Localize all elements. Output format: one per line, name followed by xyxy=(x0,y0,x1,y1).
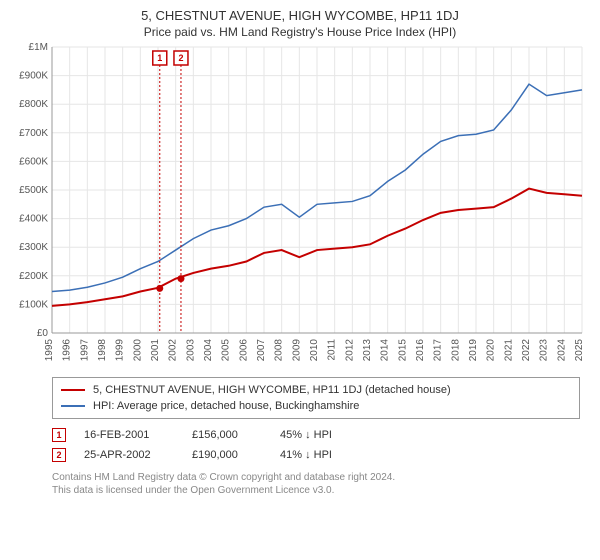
x-tick-label: 2021 xyxy=(503,339,514,362)
legend-label: 5, CHESTNUT AVENUE, HIGH WYCOMBE, HP11 1… xyxy=(93,382,451,398)
x-tick-label: 2012 xyxy=(344,339,355,362)
x-tick-label: 2013 xyxy=(362,339,373,362)
y-tick-label: £900K xyxy=(19,71,48,82)
y-tick-label: £1M xyxy=(29,43,48,53)
x-tick-label: 2002 xyxy=(168,339,179,362)
marker-dot-1 xyxy=(156,285,163,292)
x-tick-label: 2000 xyxy=(132,339,143,362)
legend-row-0: 5, CHESTNUT AVENUE, HIGH WYCOMBE, HP11 1… xyxy=(61,382,571,398)
marker-dot-2 xyxy=(177,275,184,282)
x-tick-label: 2005 xyxy=(221,339,232,362)
x-tick-label: 2008 xyxy=(274,339,285,362)
chart-svg: 1 2 £0 £100K £200K £300K £400K £500K £600K £700K… xyxy=(10,43,590,371)
transaction-row: 2 25-APR-2002 £190,000 41% ↓ HPI xyxy=(52,445,580,465)
x-tick-label: 2022 xyxy=(521,339,532,362)
transaction-pct: 41% ↓ HPI xyxy=(280,445,380,465)
x-tick-label: 1996 xyxy=(62,339,73,362)
marker-label-1: 1 xyxy=(157,53,162,63)
transaction-price: £190,000 xyxy=(192,445,262,465)
y-tick-label: £300K xyxy=(19,242,48,253)
legend-swatch xyxy=(61,405,85,407)
y-tick-label: £0 xyxy=(37,328,49,339)
x-tick-label: 2023 xyxy=(539,339,550,362)
footer-line1: Contains HM Land Registry data © Crown c… xyxy=(52,471,580,484)
x-tick-label: 2014 xyxy=(380,339,391,362)
legend-label: HPI: Average price, detached house, Buck… xyxy=(93,398,359,414)
x-tick-label: 2009 xyxy=(291,339,302,362)
legend-swatch xyxy=(61,389,85,391)
y-tick-label: £200K xyxy=(19,271,48,282)
x-tick-label: 2004 xyxy=(203,339,214,362)
y-tick-label: £700K xyxy=(19,128,48,139)
legend-row-1: HPI: Average price, detached house, Buck… xyxy=(61,398,571,414)
marker-label-2: 2 xyxy=(178,53,183,63)
transaction-date: 16-FEB-2001 xyxy=(84,425,174,445)
legend: 5, CHESTNUT AVENUE, HIGH WYCOMBE, HP11 1… xyxy=(52,377,580,419)
x-tick-label: 2001 xyxy=(150,339,161,362)
footer-line2: This data is licensed under the Open Gov… xyxy=(52,484,580,497)
transaction-marker: 2 xyxy=(52,448,66,462)
chart-plot-area: 1 2 £0 £100K £200K £300K £400K £500K £600K £700K… xyxy=(10,43,590,371)
x-tick-label: 2025 xyxy=(574,339,585,362)
chart-container: 5, CHESTNUT AVENUE, HIGH WYCOMBE, HP11 1… xyxy=(0,0,600,560)
x-tick-label: 2017 xyxy=(433,339,444,362)
chart-title-line1: 5, CHESTNUT AVENUE, HIGH WYCOMBE, HP11 1… xyxy=(10,8,590,23)
y-tick-label: £100K xyxy=(19,299,48,310)
footer: Contains HM Land Registry data © Crown c… xyxy=(52,471,580,497)
x-tick-label: 2003 xyxy=(185,339,196,362)
x-tick-label: 2018 xyxy=(450,339,461,362)
y-tick-label: £800K xyxy=(19,99,48,110)
y-tick-label: £500K xyxy=(19,185,48,196)
x-tick-label: 2020 xyxy=(486,339,497,362)
x-tick-label: 1999 xyxy=(115,339,126,362)
x-tick-label: 2019 xyxy=(468,339,479,362)
transaction-marker: 1 xyxy=(52,428,66,442)
transaction-table: 1 16-FEB-2001 £156,000 45% ↓ HPI 2 25-APR-200… xyxy=(52,425,580,465)
x-tick-label: 2024 xyxy=(556,339,567,362)
transaction-pct: 45% ↓ HPI xyxy=(280,425,380,445)
x-tick-label: 2010 xyxy=(309,339,320,362)
x-tick-label: 2006 xyxy=(238,339,249,362)
x-tick-label: 2011 xyxy=(327,339,338,361)
x-tick-label: 2016 xyxy=(415,339,426,362)
chart-title-line2: Price paid vs. HM Land Registry's House … xyxy=(10,25,590,39)
x-tick-label: 1997 xyxy=(79,339,90,362)
x-tick-label: 1998 xyxy=(97,339,108,362)
y-tick-label: £600K xyxy=(19,156,48,167)
transaction-price: £156,000 xyxy=(192,425,262,445)
transaction-row: 1 16-FEB-2001 £156,000 45% ↓ HPI xyxy=(52,425,580,445)
x-tick-label: 2007 xyxy=(256,339,267,362)
x-tick-label: 2015 xyxy=(397,339,408,362)
y-tick-label: £400K xyxy=(19,214,48,225)
transaction-date: 25-APR-2002 xyxy=(84,445,174,465)
x-tick-label: 1995 xyxy=(44,339,55,362)
